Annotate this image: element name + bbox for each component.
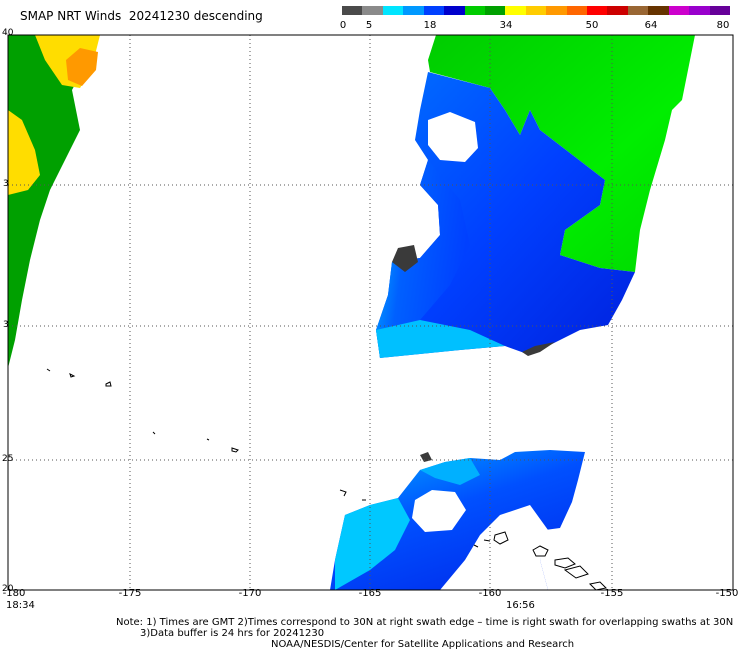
west-swath-yellow-left <box>8 110 40 195</box>
colorbar-segment <box>484 6 506 15</box>
lon-label-165: -165 <box>358 588 382 599</box>
footnote-line-1: Note: 1) Times are GMT 2)Times correspon… <box>116 617 734 628</box>
colorbar-label-0: 0 <box>339 20 347 31</box>
colorbar-segment <box>648 6 669 15</box>
lon-label-160: -160 <box>478 588 502 599</box>
lon-label-180: -180 <box>2 588 26 599</box>
colorbar-segment <box>546 6 567 15</box>
lat-label-25: 25 <box>2 454 14 464</box>
lat-label-30: 3 <box>3 320 9 330</box>
colorbar-segment <box>607 6 628 15</box>
colorbar-segment <box>342 6 363 15</box>
swath-time-center: 16:56 <box>506 600 535 611</box>
colorbar-segment <box>689 6 710 15</box>
west-swath-green <box>8 35 100 368</box>
south-swath-light-left <box>335 498 410 590</box>
colorbar-segment <box>668 6 690 15</box>
colorbar-label-18: 18 <box>423 20 437 31</box>
south-swath-hole-left <box>412 490 466 532</box>
lon-label-170: -170 <box>238 588 262 599</box>
lon-label-155: -155 <box>600 588 624 599</box>
lat-label-20: 20 <box>2 584 14 594</box>
south-swath-light-top <box>420 458 480 485</box>
colorbar-segment <box>464 6 485 15</box>
map-title: SMAP NRT Winds 20241230 descending <box>20 9 263 23</box>
colorbar-segment <box>566 6 588 15</box>
colorbar-segment <box>587 6 608 15</box>
footnote-credit: NOAA/NESDIS/Center for Satellite Applica… <box>271 639 575 650</box>
island-outlines <box>46 368 608 591</box>
colorbar-segment <box>709 6 731 15</box>
grid-lines <box>8 35 733 590</box>
wind-swaths <box>8 35 695 590</box>
colorbar-segment <box>627 6 649 15</box>
colorbar-segment <box>444 6 465 15</box>
colorbar-segment <box>525 6 547 15</box>
colorbar-segment <box>423 6 445 15</box>
south-swath-gray-patch <box>420 452 432 462</box>
map-frame <box>7 34 734 591</box>
northeast-swath-green <box>428 35 695 272</box>
south-swath-hole-right <box>440 505 548 590</box>
wind-speed-colorbar <box>342 6 731 15</box>
central-swath-lower-light <box>376 320 505 358</box>
lon-label-175: -175 <box>118 588 142 599</box>
colorbar-label-80: 80 <box>716 20 730 31</box>
colorbar-segment <box>403 6 424 15</box>
central-swath-gray-patch <box>392 245 418 272</box>
central-swath-light <box>376 160 470 358</box>
lon-label-150: -150 <box>715 588 739 599</box>
swath-time-left: 18:34 <box>6 600 35 611</box>
footnote-line-2: 3)Data buffer is 24 hrs for 20241230 <box>140 628 325 639</box>
colorbar-segment <box>505 6 526 15</box>
central-swath-gray-patch-south <box>522 342 555 356</box>
lat-label-35: 3 <box>3 179 9 189</box>
colorbar-label-50: 50 <box>585 20 599 31</box>
colorbar-label-34: 34 <box>499 20 513 31</box>
colorbar-label-5: 5 <box>365 20 373 31</box>
colorbar-label-64: 64 <box>644 20 658 31</box>
central-swath-hole <box>428 112 478 162</box>
west-swath-orange-core <box>66 48 98 86</box>
colorbar-segment <box>362 6 383 15</box>
lat-label-40: 40 <box>2 28 14 38</box>
colorbar-segment <box>382 6 404 15</box>
